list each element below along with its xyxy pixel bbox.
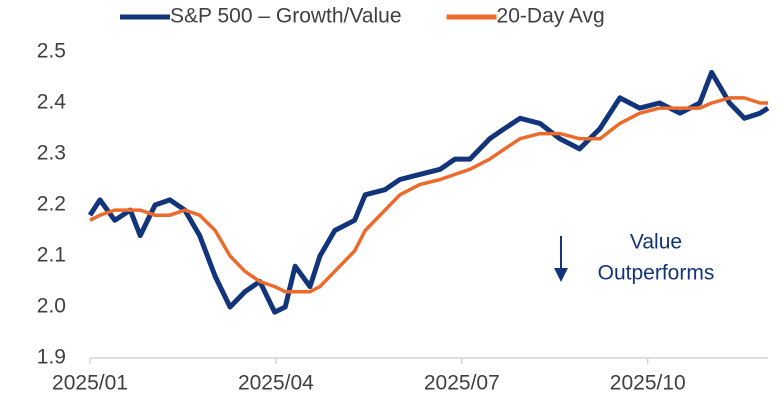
- y-tick-label: 2.5: [37, 40, 66, 63]
- annotation-arrowhead: [554, 268, 568, 282]
- y-tick-label: 2.3: [37, 142, 66, 165]
- x-tick-label: 2025/04: [238, 372, 314, 395]
- annotation: Outperforms: [598, 262, 715, 285]
- y-tick-label: 2.4: [37, 91, 67, 114]
- annotation: Value: [630, 231, 682, 254]
- y-tick-label: 2.0: [37, 295, 66, 318]
- legend-label: 20-Day Avg: [497, 5, 605, 28]
- y-tick-label: 2.1: [37, 244, 66, 267]
- y-tick-label: 2.2: [37, 193, 66, 216]
- y-tick-label: 1.9: [37, 346, 66, 369]
- x-tick-label: 2025/07: [424, 372, 500, 395]
- series-line: [89, 96, 768, 294]
- x-tick-label: 2025/01: [52, 372, 128, 395]
- legend-label: S&P 500 – Growth/Value: [170, 5, 402, 28]
- series-line: [87, 69, 770, 315]
- x-tick-label: 2025/10: [610, 372, 686, 395]
